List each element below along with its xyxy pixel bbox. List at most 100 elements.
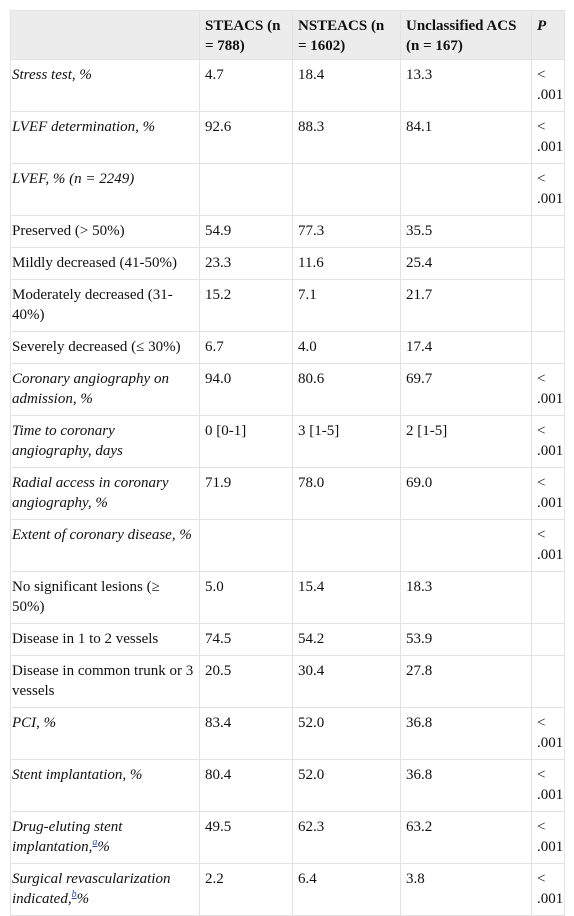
label-text: Extent of coronary disease, % — [12, 527, 192, 543]
row-label: Surgical revascularization indicated,b% — [10, 863, 200, 916]
table-row: No significant lesions (≥ 50%) 5.0 15.4 18.… — [10, 571, 565, 624]
table-row: PCI, % 83.4 52.0 36.8 < .001 — [10, 707, 565, 760]
value-cell — [531, 247, 565, 280]
value-cell: 2.2 — [199, 863, 293, 916]
value-cell: 21.7 — [400, 279, 532, 332]
value-cell: 69.0 — [400, 467, 532, 520]
value-cell: 11.6 — [292, 247, 401, 280]
footnote-link[interactable]: b — [71, 889, 77, 900]
value-cell: 80.6 — [292, 363, 401, 416]
value-cell: 80.4 — [199, 759, 293, 812]
label-text: Disease in 1 to 2 vessels — [12, 631, 159, 647]
row-label: Moderately decreased (31-40%) — [10, 279, 200, 332]
value-cell: 35.5 — [400, 215, 532, 248]
value-cell: 78.0 — [292, 467, 401, 520]
value-cell: 74.5 — [199, 623, 293, 656]
table-row: Disease in common trunk or 3 vessels 20.5… — [10, 655, 565, 708]
value-cell — [292, 163, 401, 216]
value-cell: 52.0 — [292, 759, 401, 812]
value-cell: 25.4 — [400, 247, 532, 280]
value-cell: 7.1 — [292, 279, 401, 332]
label-text: Severely decreased (≤ 30%) — [12, 339, 181, 355]
value-cell: 15.4 — [292, 571, 401, 624]
value-cell: 53.9 — [400, 623, 532, 656]
value-cell — [400, 163, 532, 216]
value-cell: 92.6 — [199, 111, 293, 164]
table-row: Surgical revascularization indicated,b% 2… — [10, 863, 565, 916]
label-suffix: % — [97, 839, 110, 855]
label-text: Mildly decreased (41-50%) — [12, 255, 177, 271]
table-row: Extent of coronary disease, % < .001 — [10, 519, 565, 572]
label-text: Time to coronary angiography, days — [12, 423, 123, 459]
header-cell: STEACS (n = 788) — [199, 10, 293, 60]
table-row: Preserved (> 50%) 54.9 77.3 35.5 — [10, 215, 565, 248]
value-cell: 23.3 — [199, 247, 293, 280]
data-table: STEACS (n = 788) NSTEACS (n = 1602) Unclas… — [10, 10, 565, 916]
value-cell: 63.2 — [400, 811, 532, 864]
table-body: Stress test, % 4.7 18.4 13.3 < .001 LVEF dete… — [10, 59, 565, 916]
table-row: Severely decreased (≤ 30%) 6.7 4.0 17.4 — [10, 331, 565, 364]
value-cell: 3.8 — [400, 863, 532, 916]
value-cell: 15.2 — [199, 279, 293, 332]
header-row: STEACS (n = 788) NSTEACS (n = 1602) Unclas… — [10, 10, 565, 60]
value-cell — [531, 215, 565, 248]
table-row: LVEF, % (n = 2249) < .001 — [10, 163, 565, 216]
label-text: Radial access in coronary angiography, % — [12, 475, 169, 511]
value-cell: < .001 — [531, 707, 565, 760]
row-label: Stress test, % — [10, 59, 200, 112]
table-row: LVEF determination, % 92.6 88.3 84.1 < .001 — [10, 111, 565, 164]
value-cell: 77.3 — [292, 215, 401, 248]
row-label: Time to coronary angiography, days — [10, 415, 200, 468]
value-cell: < .001 — [531, 811, 565, 864]
footnote-ref: a — [92, 837, 97, 848]
label-text: Disease in common trunk or 3 vessels — [12, 663, 194, 699]
label-text: PCI, % — [12, 715, 57, 731]
value-cell: 13.3 — [400, 59, 532, 112]
value-cell: < .001 — [531, 111, 565, 164]
value-cell: 83.4 — [199, 707, 293, 760]
table-row: Stent implantation, % 80.4 52.0 36.8 < .001 — [10, 759, 565, 812]
value-cell: 27.8 — [400, 655, 532, 708]
footnote-link[interactable]: a — [92, 837, 98, 848]
row-label: Preserved (> 50%) — [10, 215, 200, 248]
value-cell: 84.1 — [400, 111, 532, 164]
row-label: Extent of coronary disease, % — [10, 519, 200, 572]
table-row: Mildly decreased (41-50%) 23.3 11.6 25.4 — [10, 247, 565, 280]
row-label: Disease in common trunk or 3 vessels — [10, 655, 200, 708]
value-cell: < .001 — [531, 759, 565, 812]
table-row: Coronary angiography on admission, % 94.0… — [10, 363, 565, 416]
value-cell — [531, 571, 565, 624]
value-cell: 4.7 — [199, 59, 293, 112]
value-cell: 88.3 — [292, 111, 401, 164]
header-cell: P — [531, 10, 565, 60]
value-cell — [531, 331, 565, 364]
value-cell: 69.7 — [400, 363, 532, 416]
value-cell: < .001 — [531, 363, 565, 416]
label-text: Preserved (> 50%) — [12, 223, 125, 239]
value-cell: 36.8 — [400, 707, 532, 760]
label-text: Coronary angiography on admission, % — [12, 371, 169, 407]
row-label: Mildly decreased (41-50%) — [10, 247, 200, 280]
value-cell: 71.9 — [199, 467, 293, 520]
value-cell: 36.8 — [400, 759, 532, 812]
table-row: Moderately decreased (31-40%) 15.2 7.1 21.7 — [10, 279, 565, 332]
value-cell: 6.4 — [292, 863, 401, 916]
table-row: Radial access in coronary angiography, %… — [10, 467, 565, 520]
value-cell: < .001 — [531, 415, 565, 468]
label-text: Drug-eluting stent implantation, — [12, 819, 123, 855]
row-label: No significant lesions (≥ 50%) — [10, 571, 200, 624]
value-cell: < .001 — [531, 519, 565, 572]
footnote-ref: b — [72, 889, 77, 900]
label-text: Moderately decreased (31-40%) — [12, 287, 173, 323]
value-cell: 49.5 — [199, 811, 293, 864]
label-suffix: % — [76, 891, 90, 907]
label-text: Surgical revascularization indicated, — [12, 871, 171, 907]
value-cell: < .001 — [531, 863, 565, 916]
row-label: Disease in 1 to 2 vessels — [10, 623, 200, 656]
table-row: Disease in 1 to 2 vessels 74.5 54.2 53.9 — [10, 623, 565, 656]
value-cell: < .001 — [531, 163, 565, 216]
value-cell: 18.3 — [400, 571, 532, 624]
value-cell: 5.0 — [199, 571, 293, 624]
value-cell: 30.4 — [292, 655, 401, 708]
